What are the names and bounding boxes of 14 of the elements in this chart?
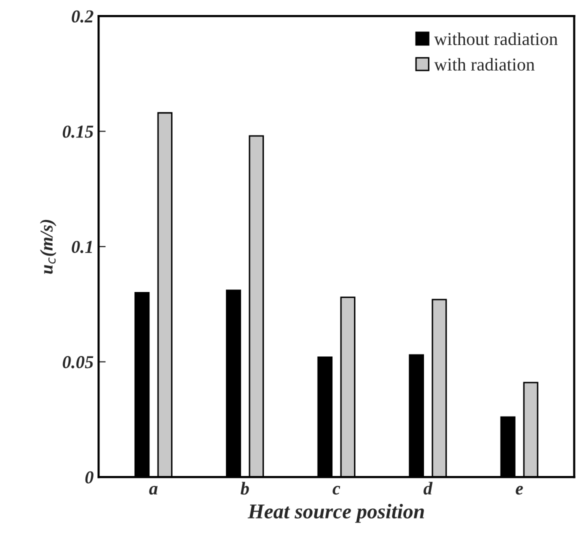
y-tick-label: 0.2 <box>72 10 94 23</box>
y-tick-label: 0.05 <box>62 356 94 368</box>
x-tick-label: d <box>424 482 433 495</box>
x-tick-label: c <box>332 486 340 495</box>
y-tick-label: 0.15 <box>62 126 94 138</box>
x-tick-label: e <box>516 486 523 495</box>
y-tick-label: 0 <box>85 471 94 484</box>
y-tick-label: 0.1 <box>72 240 92 254</box>
x-tick-label: a <box>149 486 158 495</box>
y-axis-title: u$_{c}$(m/s) <box>40 220 56 274</box>
x-tick-label: b <box>240 482 249 495</box>
legend-label: with radiation <box>434 58 535 71</box>
x-axis-title: Heat source position <box>248 504 424 523</box>
legend-label: without radiation <box>434 32 558 46</box>
